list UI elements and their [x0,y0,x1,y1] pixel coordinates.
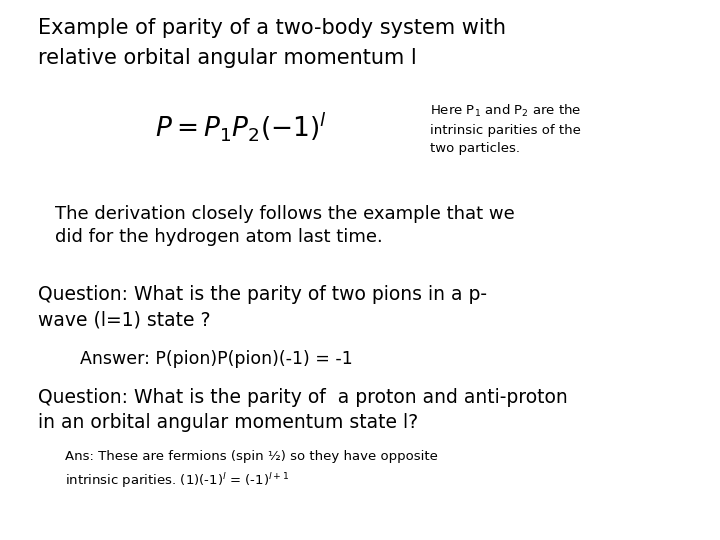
Text: Question: What is the parity of  a proton and anti-proton: Question: What is the parity of a proton… [38,388,568,407]
Text: intrinsic parities. (1)(-1)$^l$ = (-1)$^{l+1}$: intrinsic parities. (1)(-1)$^l$ = (-1)$^… [65,471,289,490]
Text: relative orbital angular momentum l: relative orbital angular momentum l [38,48,417,68]
Text: Ans: These are fermions (spin ½) so they have opposite: Ans: These are fermions (spin ½) so they… [65,450,438,463]
Text: $P = P_1P_2(-1)^l$: $P = P_1P_2(-1)^l$ [155,110,327,143]
Text: Example of parity of a two-body system with: Example of parity of a two-body system w… [38,18,506,38]
Text: Here P$_1$ and P$_2$ are the
intrinsic parities of the
two particles.: Here P$_1$ and P$_2$ are the intrinsic p… [430,103,581,155]
Text: Answer: P(pion)P(pion)(-1) = -1: Answer: P(pion)P(pion)(-1) = -1 [80,350,353,368]
Text: The derivation closely follows the example that we: The derivation closely follows the examp… [55,205,515,223]
Text: did for the hydrogen atom last time.: did for the hydrogen atom last time. [55,228,383,246]
Text: in an orbital angular momentum state l?: in an orbital angular momentum state l? [38,413,418,432]
Text: Question: What is the parity of two pions in a p-: Question: What is the parity of two pion… [38,285,487,304]
Text: wave (l=1) state ?: wave (l=1) state ? [38,310,210,329]
